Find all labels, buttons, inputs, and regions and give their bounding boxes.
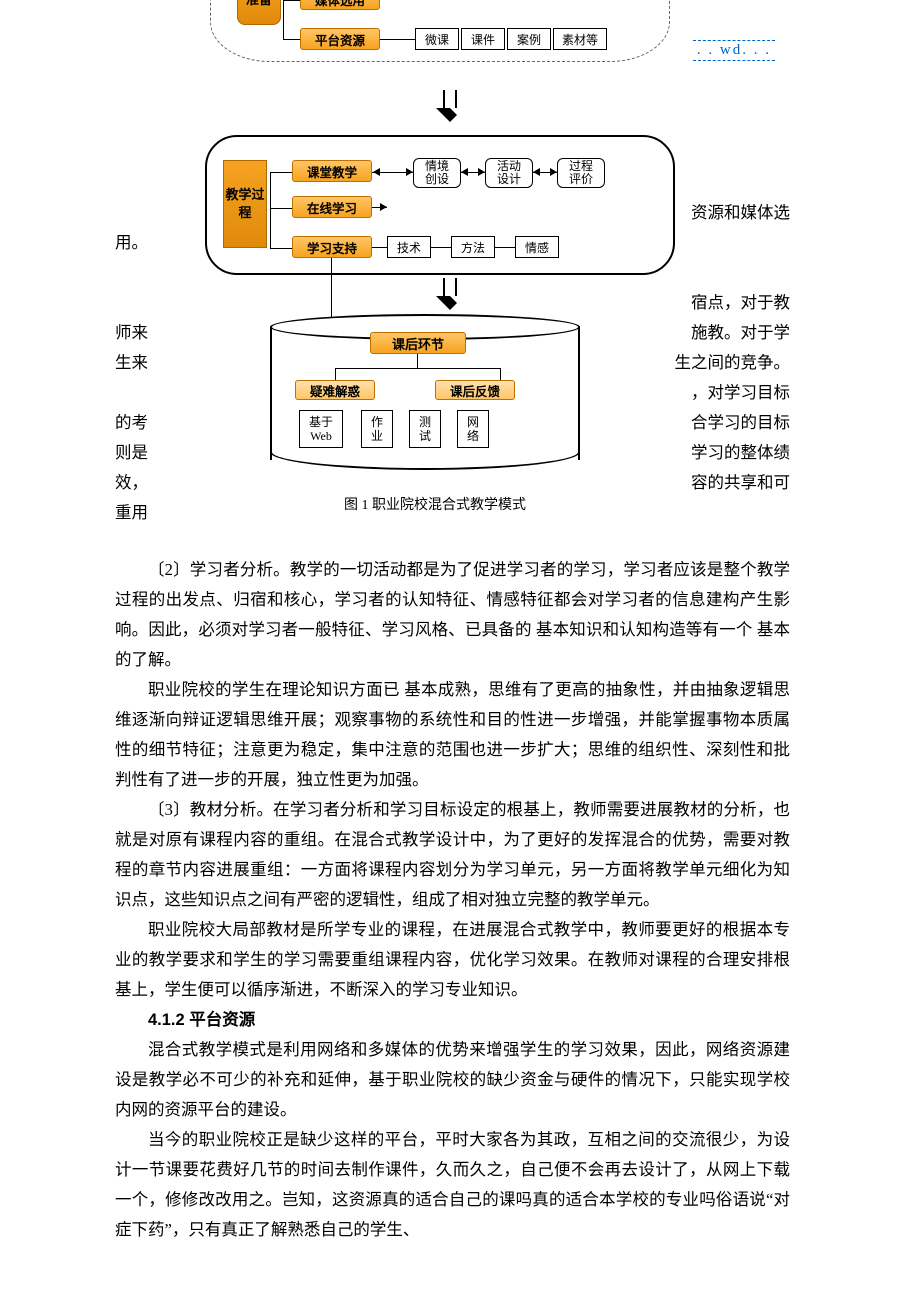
arr — [461, 168, 468, 176]
conn — [270, 172, 271, 248]
conn — [335, 368, 500, 369]
prep-block: 准备 — [237, 0, 281, 25]
post-sub2: 课后反馈 — [435, 380, 515, 400]
cell-web: 基于 Web — [299, 410, 343, 448]
online-pill: 在线学习 — [292, 196, 372, 218]
body-paragraphs: 〔2〕学习者分析。教学的一切活动都是为了促进学习者的学习，学习者应该是整个教学过… — [115, 555, 790, 1245]
teaching-model-diagram: 准备 媒体选用 平台资源 微课 课件 案例 素材等 教学过程 课堂教学 情境 创… — [175, 0, 695, 485]
cell-courseware: 课件 — [461, 28, 505, 50]
arr — [406, 168, 413, 176]
platform-resource-pill: 平台资源 — [300, 28, 380, 50]
conn — [270, 172, 292, 173]
para-3-1: 〔3〕教材分析。在学习者分析和学习目标设定的根基上，教师需要进展教材的分析，也就… — [115, 795, 790, 915]
conn — [495, 247, 515, 248]
heading-412: 4.1.2 平台资源 — [115, 1005, 790, 1035]
conn — [372, 247, 387, 248]
process-block: 教学过程 — [223, 160, 267, 248]
conn — [283, 0, 284, 39]
arr — [533, 168, 540, 176]
para-4-1: 混合式教学模式是利用网络和多媒体的优势来增强学生的学习效果，因此，网络资源建设是… — [115, 1035, 790, 1125]
post-sub1: 疑难解惑 — [295, 380, 375, 400]
cell-homework: 作 业 — [361, 410, 393, 448]
conn — [283, 39, 300, 40]
cell-material: 素材等 — [553, 28, 607, 50]
cell-activity: 活动 设计 — [485, 158, 533, 188]
conn — [380, 39, 415, 40]
para-4-2: 当今的职业院校正是缺少这样的平台，平时大家各为其政，互相之间的交流很少，为设计一… — [115, 1125, 790, 1245]
conn — [283, 0, 300, 1]
cell-method: 方法 — [451, 236, 495, 258]
conn — [500, 368, 501, 380]
cell-micro: 微课 — [415, 28, 459, 50]
process-panel — [205, 135, 675, 275]
diagram-caption: 图 1 职业院校混合式教学模式 — [175, 494, 695, 514]
arr — [380, 203, 387, 211]
cell-case: 案例 — [507, 28, 551, 50]
conn — [431, 247, 451, 248]
conn — [417, 354, 418, 368]
cylinder-bottom — [270, 452, 580, 470]
cell-tech: 技术 — [387, 236, 431, 258]
cell-network: 网 络 — [457, 410, 489, 448]
arr — [478, 168, 485, 176]
para-3-2: 职业院校大局部教材是所学专业的课程，在进展混合式教学中，教师要更好的根据本专业的… — [115, 915, 790, 1005]
cell-emotion: 情感 — [515, 236, 559, 258]
classroom-pill: 课堂教学 — [292, 160, 372, 182]
conn — [335, 368, 336, 380]
cell-evaluation: 过程 评价 — [557, 158, 605, 188]
cell-context: 情境 创设 — [413, 158, 461, 188]
down-arrow-1 — [435, 90, 465, 122]
down-arrow-2 — [435, 278, 465, 310]
cell-test: 测 试 — [409, 410, 441, 448]
conn — [270, 208, 292, 209]
media-selection-pill: 媒体选用 — [300, 0, 380, 10]
conn — [270, 248, 292, 249]
wd-watermark: . . wd. . . — [693, 40, 775, 61]
para-2-1: 〔2〕学习者分析。教学的一切活动都是为了促进学习者的学习，学习者应该是整个教学过… — [115, 555, 790, 675]
arr — [550, 168, 557, 176]
arr — [373, 168, 380, 176]
para-2-2: 职业院校的学生在理论知识方面已 基本成熟，思维有了更高的抽象性，并由抽象逻辑思维… — [115, 675, 790, 795]
post-title: 课后环节 — [370, 332, 466, 354]
support-pill: 学习支持 — [292, 236, 372, 258]
